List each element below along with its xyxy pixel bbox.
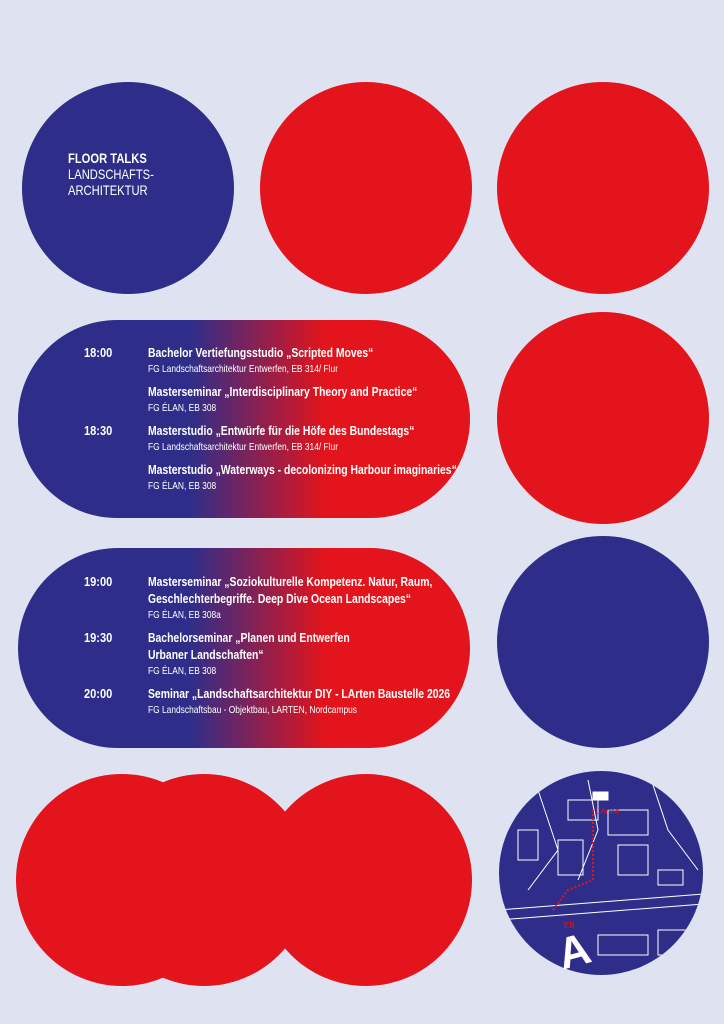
- entry-title: Bachelor Vertiefungsstudio „Scripted Mov…: [148, 345, 374, 360]
- entry-title: Masterstudio „Entwürfe für die Höfe des …: [148, 423, 415, 438]
- time: 18:00: [84, 345, 113, 360]
- circle: [497, 82, 709, 294]
- session: 19:00 Masterseminar „Soziokulturelle Komp…: [84, 573, 526, 724]
- location: FG Landschaftsarchitektur Entwerfen, EB …: [148, 441, 339, 453]
- location: FG Landschaftsbau - Objektbau, LARTEN, N…: [148, 704, 358, 716]
- time: 19:30: [84, 630, 113, 645]
- map-label: LArten: [596, 807, 620, 816]
- circle: [497, 536, 709, 748]
- circle: [497, 312, 709, 524]
- entry: 19:00 Masterseminar „Soziokulturelle Komp…: [84, 573, 526, 624]
- entry: Masterstudio „Waterways - decolonizing H…: [84, 461, 534, 495]
- entry-body: Masterstudio „Entwürfe für die Höfe des …: [148, 422, 457, 456]
- entry-body: Bachelorseminar „Planen und Entwerfen Urb…: [148, 629, 450, 680]
- entry-body: Masterstudio „Waterways - decolonizing H…: [148, 461, 457, 495]
- location: FG ÉLAN, EB 308a: [148, 609, 221, 621]
- entry: 18:00 Bachelor Vertiefungsstudio „Scripte…: [84, 344, 534, 378]
- circle: [22, 82, 234, 294]
- location: FG ÉLAN, EB 308: [148, 665, 217, 677]
- session-band: [18, 548, 470, 748]
- location: FG ÉLAN, EB 308: [148, 402, 217, 414]
- header: FLOOR TALKS LANDSCHAFTS- ARCHITEKTUR: [68, 150, 154, 198]
- session-band: [18, 320, 470, 518]
- entry-title: Seminar „Landschaftsarchitektur DIY - LA…: [148, 686, 451, 701]
- map: LArten EB A: [499, 771, 703, 976]
- circle: [260, 774, 472, 986]
- session: 18:00 Bachelor Vertiefungsstudio „Scripte…: [84, 344, 534, 500]
- title: FLOOR TALKS: [68, 150, 147, 166]
- entry: 20:00 Seminar „Landschaftsarchitektur DIY…: [84, 685, 526, 719]
- time: 18:30: [84, 423, 113, 438]
- entry-title: Masterseminar „Interdisciplinary Theory …: [148, 384, 418, 399]
- entry-body: Seminar „Landschaftsarchitektur DIY - LA…: [148, 685, 450, 719]
- location: FG ÉLAN, EB 308: [148, 480, 217, 492]
- time: 20:00: [84, 686, 113, 701]
- map-label: EB: [564, 921, 575, 930]
- entry: Masterseminar „Interdisciplinary Theory …: [84, 383, 534, 417]
- entry-title: Geschlechterbegriffe. Deep Dive Ocean La…: [148, 591, 411, 606]
- entry-title: Masterseminar „Soziokulturelle Kompetenz…: [148, 574, 433, 589]
- time: 19:00: [84, 574, 113, 589]
- entry-title: Bachelorseminar „Planen und Entwerfen: [148, 630, 350, 645]
- circle: [260, 82, 472, 294]
- location: FG Landschaftsarchitektur Entwerfen, EB …: [148, 363, 339, 375]
- entry-body: Bachelor Vertiefungsstudio „Scripted Mov…: [148, 344, 457, 378]
- entry-title: Urbaner Landschaften“: [148, 647, 264, 662]
- entry-body: Masterseminar „Interdisciplinary Theory …: [148, 383, 457, 417]
- subtitle: ARCHITEKTUR: [68, 182, 148, 198]
- entry-body: Masterseminar „Soziokulturelle Kompetenz…: [148, 573, 450, 624]
- entry: 19:30 Bachelorseminar „Planen und Entwerf…: [84, 629, 526, 680]
- entry: 18:30 Masterstudio „Entwürfe für die Höfe…: [84, 422, 534, 456]
- subtitle: LANDSCHAFTS-: [68, 166, 154, 182]
- entry-title: Masterstudio „Waterways - decolonizing H…: [148, 462, 457, 477]
